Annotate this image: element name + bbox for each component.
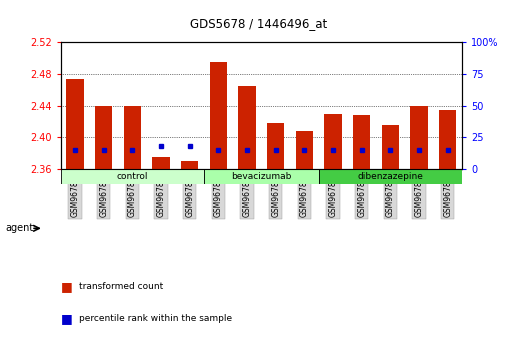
- Bar: [181, 161, 199, 169]
- Text: percentile rank within the sample: percentile rank within the sample: [79, 314, 232, 323]
- Bar: [239, 86, 256, 169]
- Text: GDS5678 / 1446496_at: GDS5678 / 1446496_at: [190, 17, 327, 30]
- Bar: [61, 169, 204, 184]
- Bar: [210, 62, 227, 169]
- Bar: [353, 115, 370, 169]
- Text: dibenzazepine: dibenzazepine: [357, 172, 423, 181]
- Bar: [204, 169, 319, 184]
- Bar: [67, 79, 83, 169]
- Text: control: control: [117, 172, 148, 181]
- Bar: [267, 123, 284, 169]
- Bar: [324, 114, 342, 169]
- Bar: [153, 157, 169, 169]
- Bar: [124, 106, 141, 169]
- Bar: [410, 106, 428, 169]
- Bar: [439, 110, 456, 169]
- Text: transformed count: transformed count: [79, 282, 164, 291]
- Text: agent: agent: [5, 223, 34, 233]
- Text: bevacizumab: bevacizumab: [231, 172, 291, 181]
- Text: ■: ■: [61, 312, 72, 325]
- Text: ■: ■: [61, 280, 72, 293]
- Bar: [95, 106, 112, 169]
- Bar: [382, 125, 399, 169]
- Bar: [296, 131, 313, 169]
- Bar: [319, 169, 462, 184]
